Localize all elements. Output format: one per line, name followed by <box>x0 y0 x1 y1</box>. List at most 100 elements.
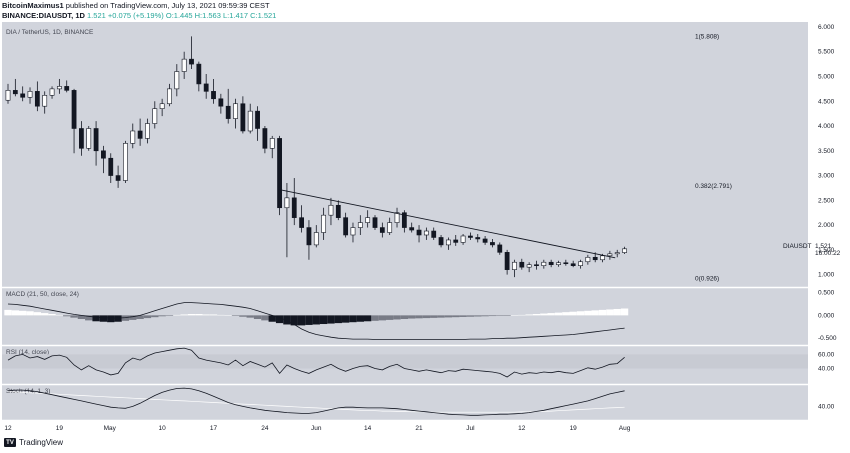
candle-body <box>211 91 216 100</box>
macd-histogram-bar <box>459 315 467 317</box>
candle-body <box>137 130 143 139</box>
price-tick-label: 1.000 <box>818 272 835 279</box>
macd-histogram-bar <box>334 315 342 324</box>
candle-body <box>526 264 532 268</box>
macd-histogram-bar <box>371 315 379 321</box>
macd-histogram-bar <box>217 314 225 316</box>
candle-body <box>445 239 451 246</box>
macd-histogram-bar <box>202 314 210 316</box>
macd-tick-label: -0.500 <box>818 335 837 342</box>
candle-body <box>401 212 407 228</box>
candle-body <box>365 217 371 223</box>
macd-histogram-bar <box>92 315 100 322</box>
macd-histogram-bar <box>481 315 489 317</box>
footer: TV TradingView <box>4 438 63 447</box>
macd-histogram-bar <box>620 308 629 316</box>
candle-body <box>512 261 517 270</box>
candle-body <box>277 138 282 209</box>
macd-histogram-bar <box>349 315 357 323</box>
candle-body <box>299 217 304 228</box>
candle-body <box>240 103 246 132</box>
macd-histogram-bar <box>151 315 159 318</box>
candle-body <box>34 91 40 107</box>
candle-body <box>203 83 209 92</box>
price-tick-label: 5.000 <box>818 73 835 80</box>
candle-body <box>409 227 415 231</box>
candle-body <box>534 264 539 267</box>
macd-histogram-bar <box>562 312 570 316</box>
stoch-pane <box>2 385 808 420</box>
time-tick-label: 21 <box>415 425 423 432</box>
macd-histogram-bar <box>393 315 401 320</box>
time-tick-label: 19 <box>56 425 64 432</box>
macd-histogram-bar <box>129 315 137 320</box>
macd-histogram-bar <box>466 315 475 317</box>
candle-body <box>262 128 268 149</box>
macd-histogram-bar <box>187 313 196 316</box>
trendline[interactable] <box>278 188 616 259</box>
main-pane <box>2 22 808 287</box>
macd-histogram-bar <box>422 315 431 319</box>
author-name[interactable]: BitcoinMaximus1 <box>2 1 64 10</box>
macd-histogram-bar <box>415 315 423 319</box>
macd-histogram-bar <box>327 315 335 324</box>
brand-name[interactable]: TradingView <box>19 438 64 447</box>
candle-body <box>20 93 26 98</box>
candle-body <box>460 235 466 243</box>
macd-histogram-bar <box>114 315 122 322</box>
macd-histogram-bar <box>452 315 460 318</box>
candle-body <box>196 63 202 85</box>
symbol-info: BINANCE:DIAUSDT, 1D 1.521 +0.075 (+5.19%… <box>2 11 276 20</box>
macd-histogram-bar <box>496 315 504 316</box>
macd-histogram-bar <box>312 315 320 325</box>
macd-histogram-bar <box>598 309 607 316</box>
macd-histogram-bar <box>408 315 416 319</box>
price-tick-label: 2.500 <box>818 197 835 204</box>
candle-body <box>159 103 165 109</box>
candle-body <box>453 239 459 243</box>
candle-body <box>108 157 114 176</box>
candle-body <box>321 214 327 233</box>
symbol-name: BINANCE:DIAUSDT, 1D <box>2 11 85 20</box>
macd-histogram-bar <box>386 315 394 320</box>
macd-histogram-bar <box>231 315 240 316</box>
macd-histogram-bar <box>356 315 364 322</box>
candle-body <box>475 237 481 240</box>
macd-histogram-bar <box>253 315 262 320</box>
candle-body <box>233 103 238 119</box>
fib-level-label: 1(5.808) <box>695 33 719 40</box>
macd-histogram-bar <box>613 308 621 316</box>
candle-body <box>423 230 429 236</box>
macd-histogram-bar <box>195 313 203 316</box>
time-tick-label: 24 <box>261 425 269 432</box>
macd-histogram-bar <box>173 314 181 316</box>
macd-histogram-bar <box>33 312 42 316</box>
candle-body <box>592 256 598 261</box>
candle-body <box>123 143 128 181</box>
macd-histogram-bar <box>99 315 108 322</box>
published-text: published on TradingView.com, July 13, 2… <box>65 1 270 10</box>
price-tick-label: 3.000 <box>818 173 835 180</box>
stoch-label: Stoch (14, 1, 3) <box>6 388 50 395</box>
candle-body <box>394 212 400 223</box>
tradingview-chart[interactable]: 6.000 5.500 5.000 4.500 4.000 3.500 3.000 2.500… <box>0 22 850 434</box>
price-tick-label: 2.000 <box>818 222 835 229</box>
candle-body <box>541 261 547 267</box>
macd-histogram-bar <box>63 315 71 317</box>
candle-body <box>291 197 297 218</box>
candle-body <box>343 217 349 236</box>
candle-body <box>548 261 554 266</box>
candle-body <box>27 91 33 98</box>
candle-body <box>490 242 495 246</box>
rsi-tick-label: 60.00 <box>818 351 835 358</box>
time-tick-label: 10 <box>159 425 167 432</box>
candle-body <box>335 204 341 218</box>
macd-histogram-bar <box>11 310 20 316</box>
macd-histogram-bar <box>532 313 541 316</box>
macd-histogram-bar <box>107 315 115 323</box>
rsi-band <box>2 354 808 369</box>
macd-histogram-bar <box>275 315 284 324</box>
macd-histogram-bar <box>305 315 313 325</box>
price-change: +0.075 (+5.19%) <box>107 11 164 20</box>
pane-title: DIA / TetherUS, 1D, BINANCE <box>6 29 94 36</box>
